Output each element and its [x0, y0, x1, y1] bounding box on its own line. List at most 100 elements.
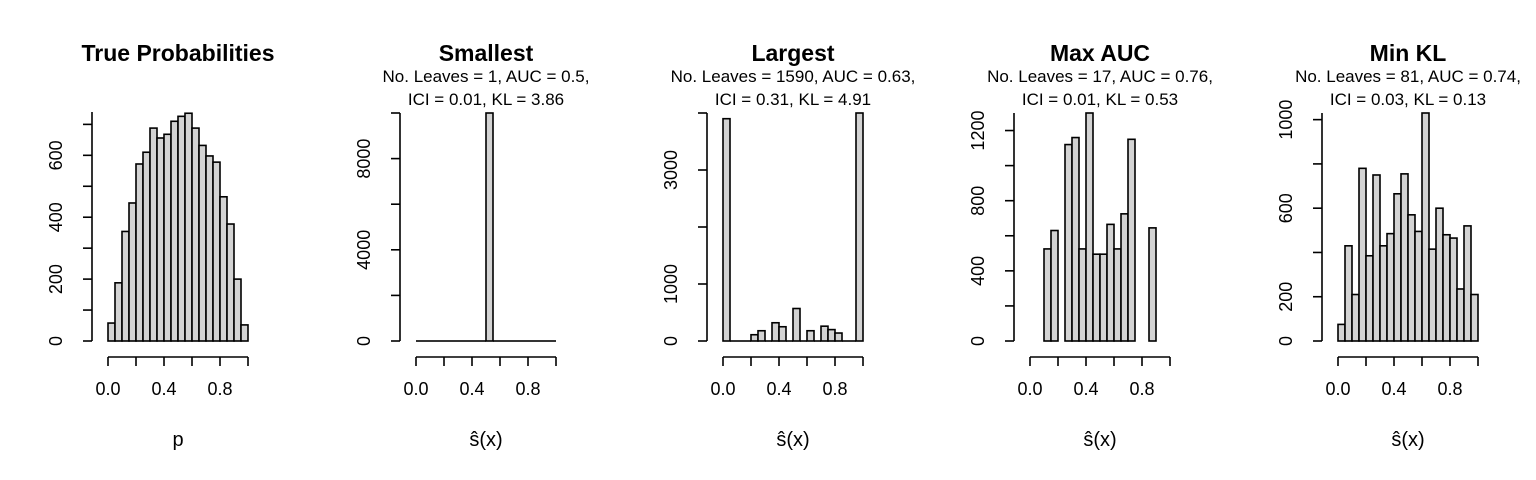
x-tick-label: 0.4 — [151, 379, 176, 399]
histogram-bar — [1127, 138, 1136, 342]
y-tick-label: 400 — [46, 202, 66, 232]
y-tick-label: 600 — [1276, 193, 1296, 223]
histogram-bar — [806, 329, 815, 342]
y-tick-label: 800 — [968, 186, 988, 216]
x-tick-label: 0.4 — [1073, 379, 1098, 399]
y-tick-label: 600 — [46, 140, 66, 170]
histogram-bar — [778, 325, 787, 342]
x-tick-label: 0.0 — [1325, 379, 1350, 399]
histogram-bar — [1337, 323, 1346, 342]
panel-title: Smallest — [439, 40, 534, 66]
y-tick-label: 0 — [968, 336, 988, 346]
histogram-bar — [1470, 293, 1479, 342]
y-tick-label: 1000 — [1276, 100, 1296, 140]
chart-panel-1: True Probabilities 0.0 0.4 0.8 p 0 200 400 600 — [46, 40, 275, 451]
histogram-bar — [1393, 192, 1402, 342]
histogram-bar — [834, 332, 843, 342]
histogram-bar — [114, 282, 123, 342]
histogram-bar — [233, 278, 242, 342]
histogram-bar — [170, 120, 179, 342]
x-tick-label: 0.4 — [1381, 379, 1406, 399]
histogram-bar — [1064, 143, 1073, 342]
y-tick-label: 0 — [661, 336, 681, 346]
histogram-bar — [121, 230, 130, 342]
histogram-bar — [212, 161, 221, 342]
x-tick-label: 0.8 — [207, 379, 232, 399]
y-tick-label: 1000 — [661, 264, 681, 304]
histogram-bar — [485, 112, 494, 342]
histogram-bar — [191, 127, 200, 342]
y-tick-label: 0 — [1276, 336, 1296, 346]
histogram-bar — [820, 325, 829, 342]
y-tick-label: 8000 — [354, 139, 374, 179]
histogram-bar — [792, 307, 801, 342]
histogram-bar — [1071, 136, 1080, 342]
histogram-bar — [1078, 248, 1087, 342]
histogram-bar — [1043, 248, 1052, 342]
histogram-bar — [107, 322, 116, 342]
panel-subtitle-line: No. Leaves = 1, AUC = 0.5, — [383, 67, 590, 86]
histogram-bar — [1407, 214, 1416, 342]
histogram-bar — [1113, 248, 1122, 342]
x-axis-label: ŝ(x) — [1391, 429, 1424, 451]
panel-subtitle-line: No. Leaves = 81, AUC = 0.74, — [1295, 67, 1521, 86]
panel-subtitle-line: No. Leaves = 17, AUC = 0.76, — [987, 67, 1213, 86]
panel-subtitle-line: No. Leaves = 1590, AUC = 0.63, — [671, 67, 916, 86]
histogram-bar — [219, 195, 228, 342]
x-axis-label: ŝ(x) — [469, 429, 502, 451]
histogram-bar — [1463, 225, 1472, 342]
y-tick-label: 4000 — [354, 230, 374, 270]
x-tick-label: 0.8 — [515, 379, 540, 399]
y-tick-label: 0 — [354, 336, 374, 346]
histogram-bar — [142, 151, 151, 342]
histogram-bar — [1421, 112, 1430, 342]
histogram-bar — [1092, 253, 1101, 342]
panel-title: Largest — [751, 40, 834, 66]
x-tick-label: 0.0 — [710, 379, 735, 399]
histogram-bar — [771, 321, 780, 342]
histogram-bar — [757, 329, 766, 342]
x-axis-label: p — [172, 429, 183, 451]
histogram-bar — [1351, 293, 1360, 342]
histogram-bar — [1386, 232, 1395, 342]
x-axis-label: ŝ(x) — [776, 429, 809, 451]
histogram-bar — [1344, 245, 1353, 342]
x-tick-label: 0.0 — [95, 379, 120, 399]
histogram-bar — [1372, 174, 1381, 342]
histogram-bar — [1050, 229, 1059, 342]
histogram-bar — [1435, 207, 1444, 342]
histogram-bar — [156, 137, 165, 342]
histogram-bar — [1456, 288, 1465, 342]
y-tick-label: 3000 — [661, 150, 681, 190]
histogram-bar — [184, 112, 193, 342]
histogram-bar — [750, 333, 759, 342]
histogram-bar — [149, 127, 158, 342]
y-tick-label: 1200 — [968, 111, 988, 151]
histogram-bar — [177, 115, 186, 342]
histogram-bar — [135, 163, 144, 342]
x-tick-label: 0.8 — [822, 379, 847, 399]
x-tick-label: 0.0 — [1017, 379, 1042, 399]
histogram-bar — [1358, 167, 1367, 342]
histogram-bar — [1449, 237, 1458, 342]
y-tick-label: 200 — [1276, 282, 1296, 312]
x-tick-label: 0.4 — [766, 379, 791, 399]
histogram-bar — [128, 202, 137, 342]
histogram-bar — [226, 223, 235, 342]
histogram-bar — [1099, 253, 1108, 342]
panel-title: True Probabilities — [82, 40, 275, 66]
histogram-bar — [1428, 248, 1437, 342]
x-tick-label: 0.8 — [1129, 379, 1154, 399]
panel-subtitle-line: ICI = 0.31, KL = 4.91 — [715, 90, 871, 109]
histogram-bar — [855, 112, 864, 342]
histogram-bar — [1085, 112, 1094, 342]
x-tick-label: 0.0 — [403, 379, 428, 399]
histogram-bar — [198, 144, 207, 342]
y-tick-label: 0 — [46, 336, 66, 346]
panel-subtitle-line: ICI = 0.01, KL = 3.86 — [408, 90, 564, 109]
histogram-bar — [1365, 254, 1374, 342]
y-tick-label: 200 — [46, 264, 66, 294]
